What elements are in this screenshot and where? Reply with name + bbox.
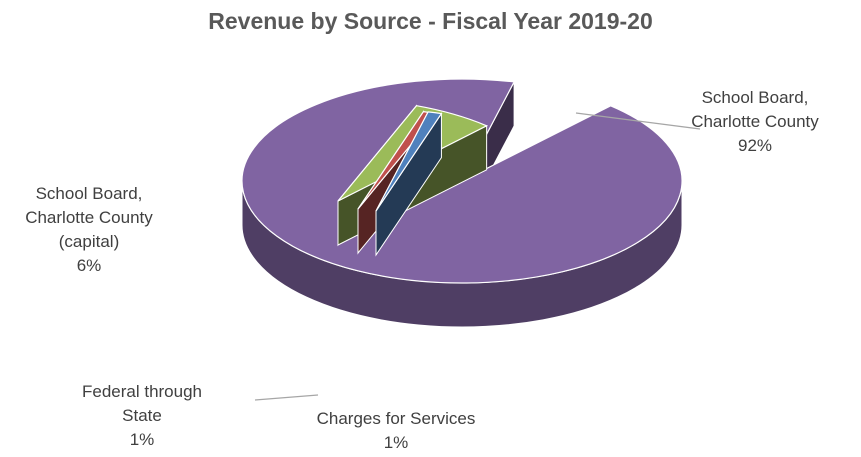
pie-slice bbox=[375, 111, 443, 257]
slice-label-line: Charlotte County bbox=[691, 112, 819, 131]
slice-label-federal: Federal through State 1% bbox=[62, 380, 222, 452]
slice-label-line: School Board, bbox=[701, 88, 809, 107]
slice-label-school-board: School Board, Charlotte County 92% bbox=[670, 86, 840, 158]
chart-title: Revenue by Source - Fiscal Year 2019-20 bbox=[208, 8, 653, 34]
slice-label-line: School Board, bbox=[35, 184, 143, 203]
slice-label-line: Federal through bbox=[81, 382, 203, 401]
leader-line bbox=[254, 394, 319, 401]
pie-slice-top bbox=[375, 111, 443, 212]
slice-percent: 6% bbox=[76, 256, 102, 275]
leader-line bbox=[575, 112, 701, 130]
slice-percent: 1% bbox=[129, 430, 155, 449]
slice-label-line: (capital) bbox=[58, 232, 120, 251]
slice-percent: 92% bbox=[737, 136, 773, 155]
slice-label-line: Charlotte County bbox=[25, 208, 153, 227]
slice-label-charges: Charges for Services 1% bbox=[296, 407, 496, 455]
slice-percent: 1% bbox=[383, 433, 409, 452]
slice-label-school-board-capital: School Board, Charlotte County (capital)… bbox=[0, 182, 178, 278]
slice-label-line: Charges for Services bbox=[316, 409, 476, 428]
slice-label-line: State bbox=[122, 406, 162, 425]
